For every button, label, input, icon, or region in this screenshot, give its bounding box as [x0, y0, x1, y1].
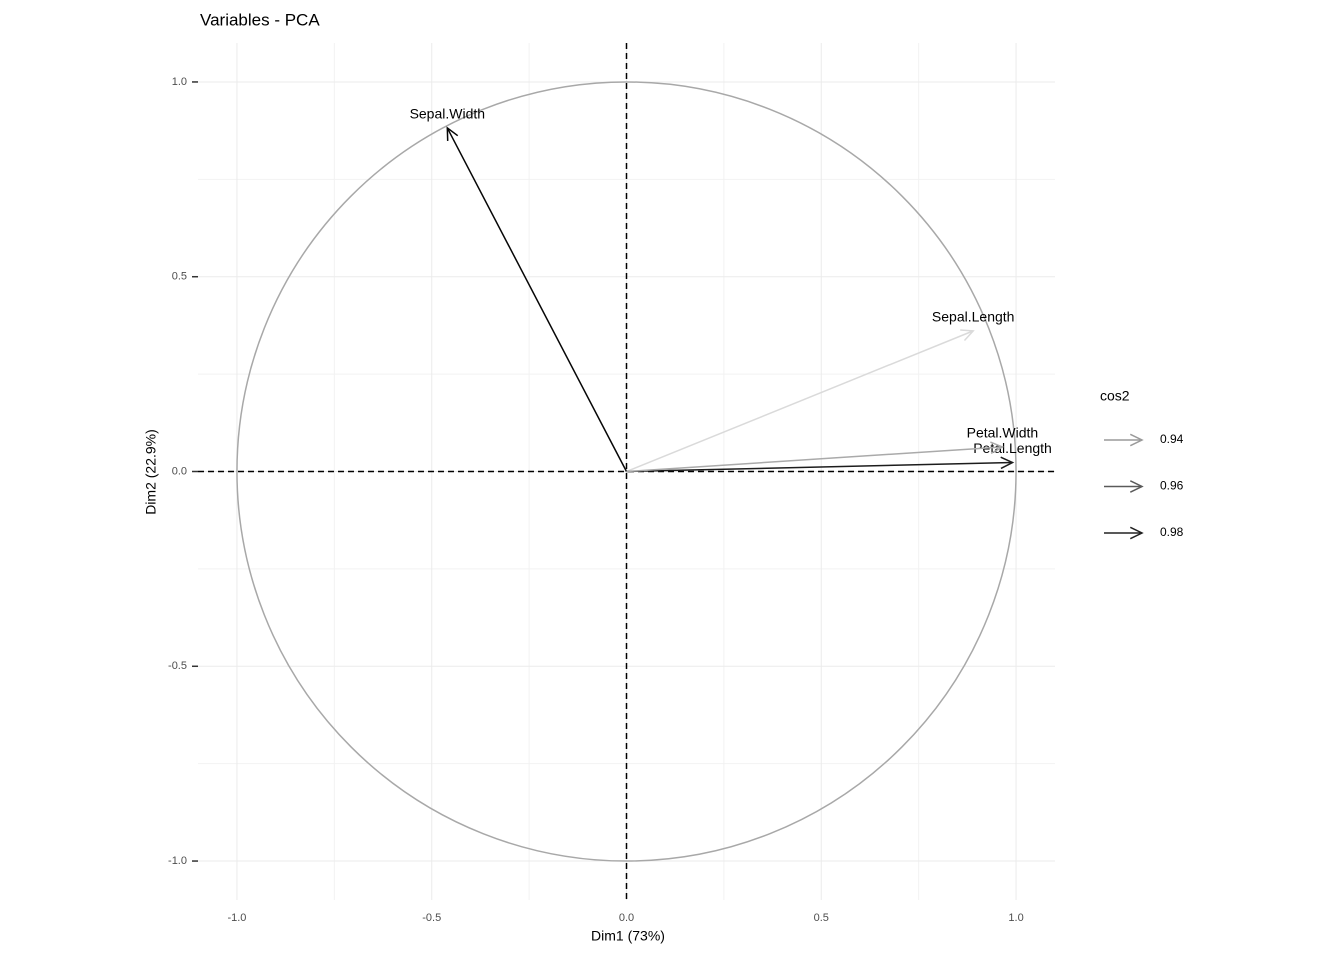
legend-title: cos2	[1100, 388, 1130, 404]
arrow-head	[1129, 433, 1144, 447]
x-axis-label: Dim1 (73%)	[591, 928, 665, 944]
variable-arrow	[446, 127, 628, 472]
correlation-circle	[236, 81, 1017, 862]
arrow-head	[990, 441, 1005, 455]
y-tick-label: -0.5	[168, 660, 187, 672]
variable-arrow	[626, 446, 1003, 473]
x-tick-label: 0.5	[814, 912, 829, 924]
arrow-head	[1129, 480, 1144, 493]
variable-label: Sepal.Length	[932, 309, 1015, 325]
legend-label: 0.96	[1160, 479, 1184, 493]
y-axis-label: Dim2 (22.9%)	[143, 429, 159, 515]
variable-label: Petal.Width	[967, 425, 1039, 441]
y-tick-label: 0.5	[172, 271, 187, 283]
legend-label: 0.94	[1160, 432, 1184, 446]
arrow-head	[1000, 456, 1015, 470]
arrow-head	[1129, 526, 1144, 540]
x-tick-label: -0.5	[422, 912, 441, 924]
x-tick-label: 0.0	[619, 912, 634, 924]
y-tick-label: -1.0	[168, 855, 187, 867]
legend-label: 0.98	[1160, 525, 1184, 539]
y-tick-label: 0.0	[172, 465, 187, 477]
arrow-head	[960, 329, 975, 342]
arrow-head	[446, 126, 459, 141]
x-tick-label: 1.0	[1008, 912, 1023, 924]
variable-label: Sepal.Width	[410, 106, 485, 122]
x-tick-label: -1.0	[227, 912, 246, 924]
variable-arrow	[626, 461, 1013, 473]
variable-arrow	[626, 330, 974, 473]
y-tick-label: 1.0	[172, 76, 187, 88]
chart-title: Variables - PCA	[200, 10, 320, 29]
